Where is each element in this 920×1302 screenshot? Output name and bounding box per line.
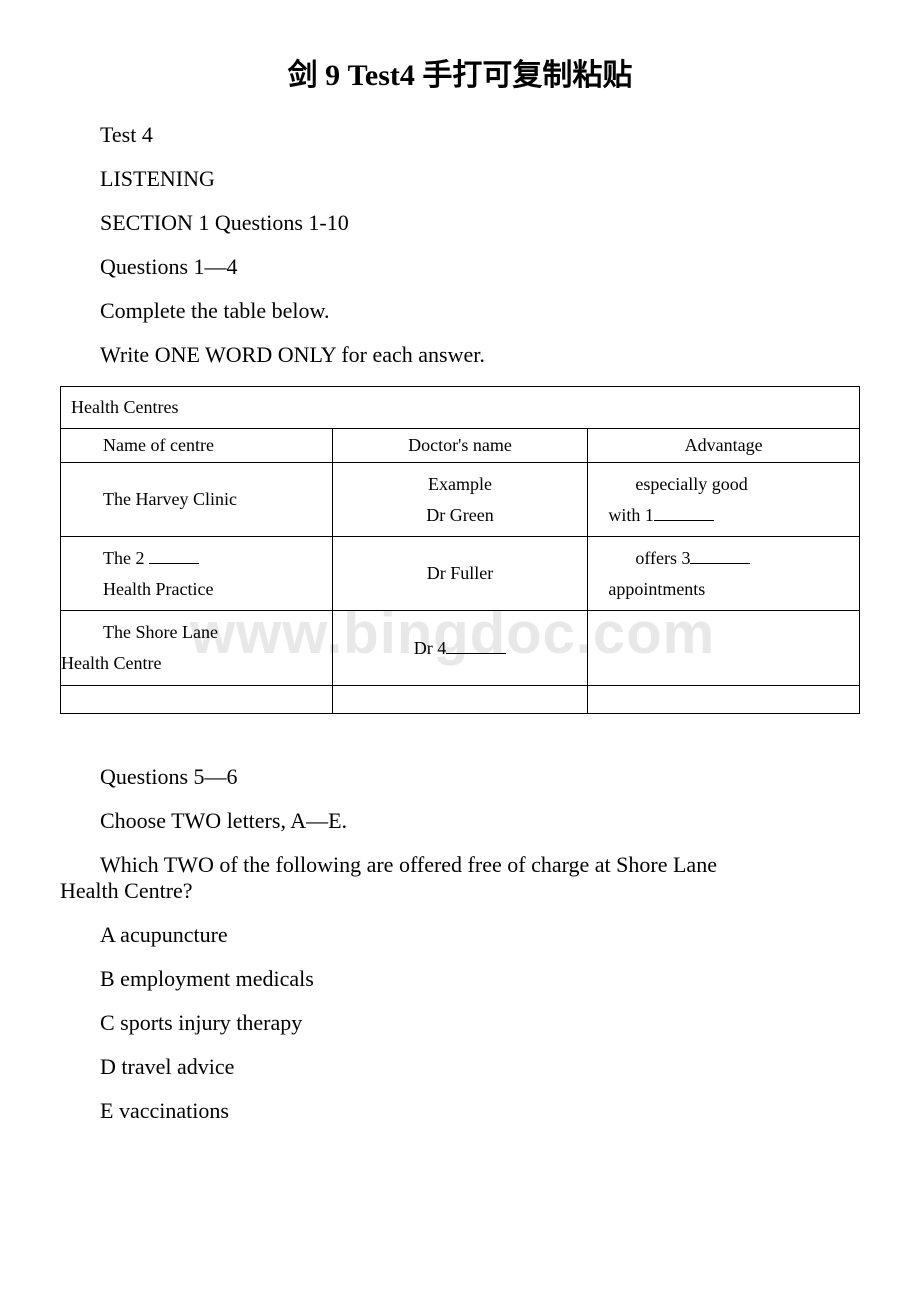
health-practice-text: Health Practice bbox=[103, 579, 213, 599]
table-col-header-2: Doctor's name bbox=[332, 429, 588, 463]
dr-4-text: Dr 4 bbox=[414, 638, 447, 658]
questions-5-6-label: Questions 5—6 bbox=[100, 764, 860, 790]
health-centres-table: Health Centres Name of centre Doctor's n… bbox=[60, 386, 860, 714]
table-row-1-name: The Harvey Clinic bbox=[61, 463, 333, 537]
section-label: SECTION 1 Questions 1-10 bbox=[100, 210, 860, 236]
table-row-2-advantage: offers 3 appointments bbox=[588, 537, 860, 611]
offers-3-text: offers 3 bbox=[635, 548, 690, 568]
which-two-line-1: Which TWO of the following are offered f… bbox=[100, 852, 860, 878]
example-label: Example bbox=[428, 474, 492, 494]
table-row-3-advantage bbox=[588, 611, 860, 685]
table-col-header-1: Name of centre bbox=[61, 429, 333, 463]
the-2-text: The 2 bbox=[103, 548, 149, 568]
test-label: Test 4 bbox=[100, 122, 860, 148]
option-c: C sports injury therapy bbox=[100, 1010, 860, 1036]
write-one-word-instruction: Write ONE WORD ONLY for each answer. bbox=[100, 342, 860, 368]
dr-green-label: Dr Green bbox=[426, 505, 493, 525]
table-empty-cell-1 bbox=[61, 685, 333, 713]
advantage-1-text-b: with 1 bbox=[608, 505, 654, 525]
choose-two-instruction: Choose TWO letters, A—E. bbox=[100, 808, 860, 834]
blank-4[interactable] bbox=[446, 653, 506, 654]
which-two-question: Which TWO of the following are offered f… bbox=[60, 852, 860, 904]
table-row-3-doctor: Dr 4 bbox=[332, 611, 588, 685]
table-row-1-advantage: especially good with 1 bbox=[588, 463, 860, 537]
shore-lane-text-b: Health Centre bbox=[61, 648, 161, 679]
appointments-text: appointments bbox=[608, 579, 705, 599]
advantage-1-text-a: especially good bbox=[635, 474, 747, 494]
which-two-line-2: Health Centre? bbox=[60, 878, 860, 904]
blank-2[interactable] bbox=[149, 563, 199, 564]
table-title-cell: Health Centres bbox=[61, 387, 860, 429]
page-title: 剑 9 Test4 手打可复制粘贴 bbox=[60, 50, 860, 94]
complete-table-instruction: Complete the table below. bbox=[100, 298, 860, 324]
table-row-2-name: The 2 Health Practice bbox=[61, 537, 333, 611]
questions-1-4-label: Questions 1—4 bbox=[100, 254, 860, 280]
shore-lane-text-a: The Shore Lane bbox=[103, 622, 218, 642]
table-row-3-name: The Shore Lane Health Centre bbox=[61, 611, 333, 685]
table-empty-cell-3 bbox=[588, 685, 860, 713]
listening-label: LISTENING bbox=[100, 166, 860, 192]
blank-3[interactable] bbox=[690, 563, 750, 564]
table-col-header-3: Advantage bbox=[588, 429, 860, 463]
table-row-2-doctor: Dr Fuller bbox=[332, 537, 588, 611]
table-row-1-doctor: Example Dr Green bbox=[332, 463, 588, 537]
option-d: D travel advice bbox=[100, 1054, 860, 1080]
option-e: E vaccinations bbox=[100, 1098, 860, 1124]
table-empty-cell-2 bbox=[332, 685, 588, 713]
blank-1[interactable] bbox=[654, 520, 714, 521]
option-b: B employment medicals bbox=[100, 966, 860, 992]
option-a: A acupuncture bbox=[100, 922, 860, 948]
